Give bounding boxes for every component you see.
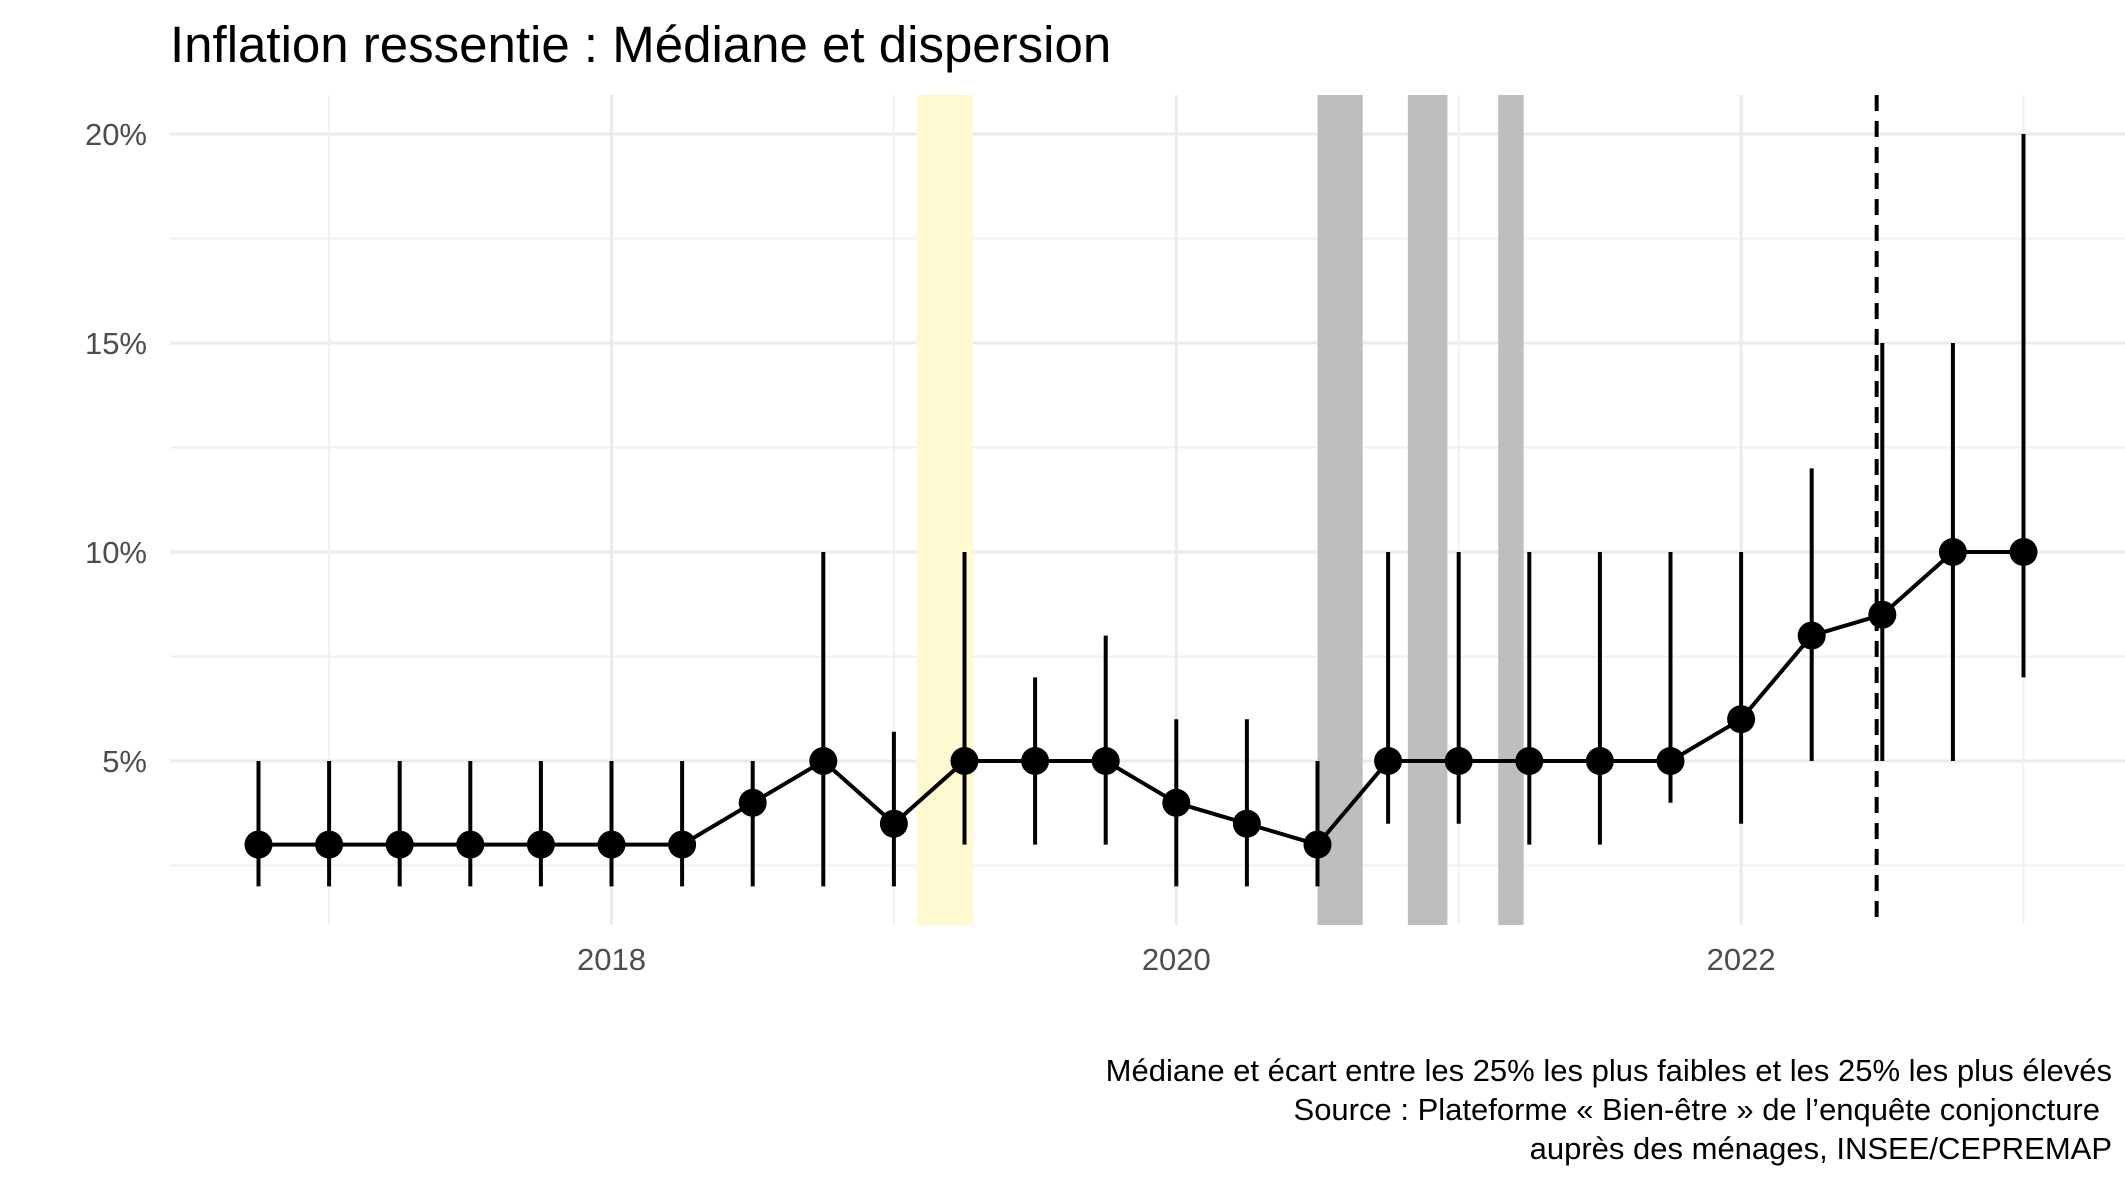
y-tick-label: 20% [85,117,147,152]
median-point [1021,747,1050,775]
caption-line-2: Source : Plateforme « Bien-être » de l’e… [1294,1092,2100,1127]
median-points [244,538,2038,859]
caption-line-3: auprès des ménages, INSEE/CEPREMAP [1530,1131,2112,1166]
x-axis-tick-labels: 2018 2020 2022 [577,942,1776,977]
y-tick-label: 5% [102,744,147,779]
median-line [258,550,2024,847]
median-point [1515,747,1544,775]
y-tick-label: 15% [85,326,147,361]
shaded-periods [916,95,1524,925]
median-point [244,830,273,859]
shaded-period [1317,95,1363,925]
caption-line-1: Médiane et écart entre les 25% les plus … [1106,1053,2112,1088]
median-point [1938,538,1967,566]
median-point [1585,747,1614,775]
x-tick-label: 2018 [577,942,646,977]
median-point [597,830,626,859]
median-point [1797,621,1826,650]
median-point [879,809,908,838]
median-point [738,788,767,817]
x-tick-label: 2022 [1707,942,1776,977]
median-point [809,747,838,775]
median-point [950,747,979,775]
median-point [456,830,485,859]
median-point [315,830,344,859]
median-point [1868,600,1897,629]
y-tick-label: 10% [85,535,147,570]
median-point [2009,538,2038,566]
median-point [1444,747,1473,775]
median-point [1303,830,1332,859]
median-point [668,830,697,859]
median-point [385,830,414,859]
median-point [1374,747,1403,775]
shaded-period [1498,95,1524,925]
median-point [1091,747,1120,775]
median-point [1162,788,1191,817]
median-line-layer [258,550,2024,847]
grid [170,95,2125,925]
chart-title: Inflation ressentie : Médiane et dispers… [170,16,1111,73]
x-tick-label: 2020 [1142,942,1211,977]
median-point [1656,747,1685,775]
dispersion-bars [256,134,2026,887]
median-point [1727,705,1756,734]
y-axis-tick-labels: 5% 10% 15% 20% [85,117,147,779]
median-point [526,830,555,859]
shaded-period [1407,95,1448,925]
median-point [1232,809,1261,838]
